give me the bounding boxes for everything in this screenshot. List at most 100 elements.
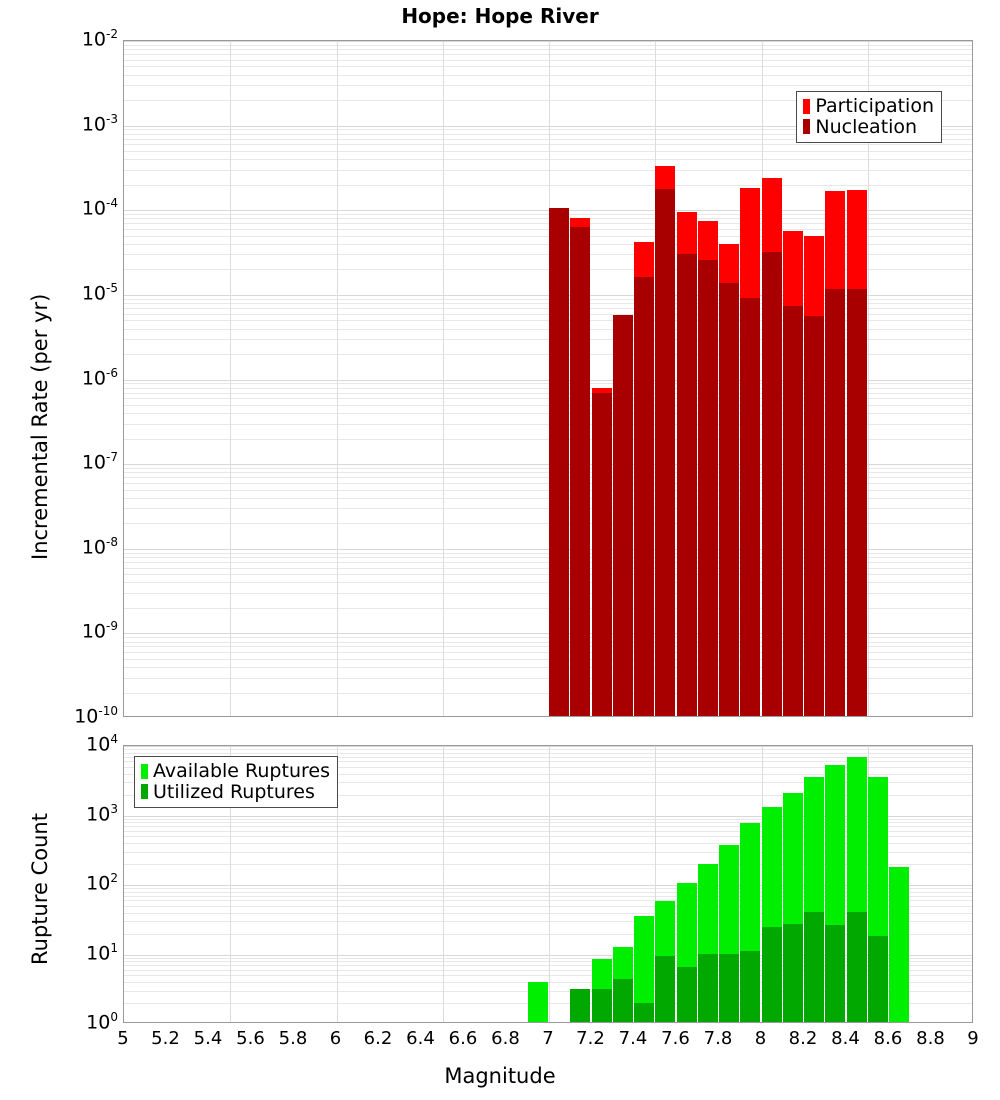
bar-incremental-rate-8.35	[825, 41, 846, 716]
bar-segment-nucleation	[740, 298, 761, 716]
bar-rupture-count-7.95	[740, 746, 761, 1022]
x-tick-label: 6.8	[491, 1028, 520, 1049]
legend-label-utilized: Utilized Ruptures	[153, 780, 315, 803]
bar-rupture-count-7.15	[570, 746, 591, 1022]
bar-segment-nucleation	[719, 283, 740, 716]
x-tick-label: 5.8	[278, 1028, 308, 1049]
bar-segment-nucleation	[676, 253, 697, 716]
bar-incremental-rate-7.75	[697, 41, 718, 716]
bar-incremental-rate-8.45	[846, 41, 867, 716]
bar-rupture-count-7.75	[697, 746, 718, 1022]
bar-rupture-count-8.05	[761, 746, 782, 1022]
y-tick-label: 104	[86, 732, 118, 756]
bar-rupture-count-8.15	[782, 746, 803, 1022]
legend-item-nucleation[interactable]: Nucleation	[803, 115, 934, 138]
y-tick-label: 10-5	[81, 280, 118, 305]
bars-rupture-count	[124, 746, 972, 1022]
legend-label-nucleation: Nucleation	[815, 115, 918, 138]
bar-segment-nucleation	[570, 227, 591, 716]
x-tick-label: 6.6	[448, 1028, 478, 1049]
bar-rupture-count-6.95	[527, 746, 548, 1022]
x-tick-label: 5.2	[151, 1028, 180, 1049]
x-tick-label: 6	[329, 1028, 342, 1049]
legend-rupture-count: Available Ruptures Utilized Ruptures	[134, 756, 338, 809]
x-axis-title: Magnitude	[444, 1064, 556, 1088]
incremental-rate-plot: Participation Nucleation	[123, 40, 973, 717]
y-axis-title-bottom: Rupture Count	[28, 813, 52, 965]
bar-rupture-count-7.65	[676, 746, 697, 1022]
bar-segment-nucleation	[782, 305, 803, 716]
bar-segment-nucleation	[591, 392, 612, 716]
bar-segment-utilized-ruptures	[697, 954, 718, 1022]
bar-rupture-count-8.45	[846, 746, 867, 1022]
x-tick-label: 7.2	[576, 1028, 605, 1049]
x-tick-label: 8.6	[873, 1028, 903, 1049]
y-tick-label: 10-7	[81, 450, 118, 474]
bar-rupture-count-7.05	[549, 746, 569, 1022]
legend-swatch-available	[141, 763, 148, 779]
bar-segment-nucleation	[846, 289, 867, 716]
bar-incremental-rate-7.95	[740, 41, 761, 716]
bar-rupture-count-8.55	[867, 746, 888, 1022]
x-tick-label: 8.2	[788, 1028, 818, 1049]
x-tick-label: 8	[754, 1028, 767, 1049]
bar-segment-available-ruptures	[889, 866, 910, 1022]
x-tick-label: 6.2	[363, 1028, 393, 1049]
x-tick-label: 8.4	[831, 1028, 860, 1049]
x-tick-label: 5.6	[236, 1028, 265, 1049]
legend-swatch-nucleation	[803, 119, 811, 135]
bar-incremental-rate-8.15	[782, 41, 803, 716]
bar-segment-nucleation	[612, 314, 633, 716]
bar-segment-utilized-ruptures	[612, 978, 633, 1022]
x-tick-label: 8.8	[916, 1028, 945, 1049]
bar-segment-available-ruptures	[634, 915, 655, 1022]
y-tick-label: 101	[86, 940, 118, 964]
x-tick-label: 7.8	[703, 1028, 733, 1049]
y-tick-label: 10-10	[74, 704, 118, 728]
bar-segment-utilized-ruptures	[719, 954, 740, 1022]
legend-item-utilized-ruptures[interactable]: Utilized Ruptures	[141, 780, 330, 803]
bar-rupture-count-7.25	[591, 746, 612, 1022]
x-tick-label: 5.4	[193, 1028, 223, 1049]
bar-incremental-rate-7.45	[634, 41, 655, 716]
bar-incremental-rate-7.35	[612, 41, 633, 716]
bar-segment-nucleation	[825, 289, 846, 716]
page-title: Hope: Hope River	[401, 4, 599, 28]
y-tick-label: 10-4	[81, 196, 118, 220]
rupture-count-plot: Available Ruptures Utilized Ruptures	[123, 745, 973, 1023]
bar-segment-nucleation	[804, 315, 825, 716]
bar-segment-nucleation	[655, 188, 676, 716]
bar-segment-nucleation	[697, 259, 718, 716]
y-tick-label: 10-8	[81, 534, 118, 559]
bar-incremental-rate-7.65	[676, 41, 697, 716]
bar-rupture-count-7.35	[612, 746, 633, 1022]
legend-item-participation[interactable]: Participation	[803, 96, 934, 117]
x-tick-label: 6.4	[406, 1028, 435, 1049]
bar-incremental-rate-7.05	[549, 41, 570, 716]
bar-rupture-count-7.45	[634, 746, 655, 1022]
y-axis-title-top: Incremental Rate (per yr)	[28, 293, 52, 560]
bar-rupture-count-7.55	[655, 746, 676, 1022]
bar-incremental-rate-7.85	[719, 41, 740, 716]
x-tick-label: 9	[967, 1028, 979, 1049]
x-tick-label: 5	[117, 1028, 129, 1049]
bar-segment-utilized-ruptures	[867, 936, 888, 1022]
legend-label-participation: Participation	[815, 95, 934, 117]
bar-segment-utilized-ruptures	[782, 923, 803, 1022]
bar-incremental-rate-7.15	[570, 41, 591, 716]
legend-label-available: Available Ruptures	[153, 760, 330, 782]
y-tick-label: 100	[86, 1010, 118, 1034]
legend-incremental-rate: Participation Nucleation	[796, 91, 942, 144]
bar-segment-utilized-ruptures	[846, 912, 867, 1022]
bar-segment-utilized-ruptures	[655, 955, 676, 1022]
bar-segment-nucleation	[549, 208, 570, 716]
legend-item-available-ruptures[interactable]: Available Ruptures	[141, 761, 330, 782]
y-tick-label: 10-9	[81, 619, 118, 643]
y-tick-label: 10-6	[81, 365, 118, 389]
bar-rupture-count-8.35	[825, 746, 846, 1022]
y-tick-label: 103	[86, 801, 118, 825]
legend-swatch-participation	[803, 98, 811, 114]
bar-segment-utilized-ruptures	[676, 966, 697, 1022]
bar-segment-nucleation	[761, 252, 782, 716]
bar-segment-utilized-ruptures	[761, 927, 782, 1022]
